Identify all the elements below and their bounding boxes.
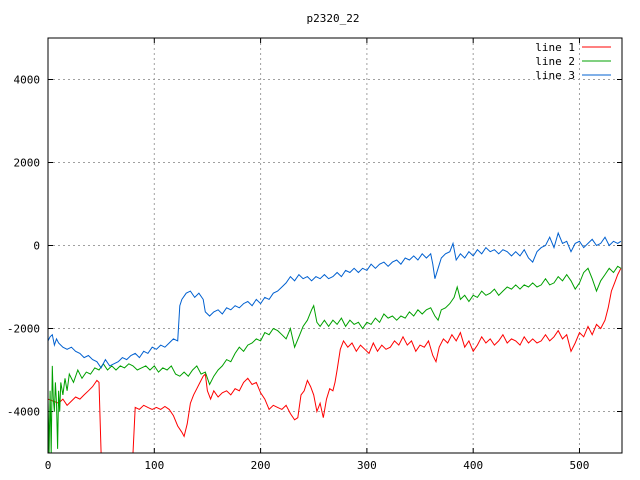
legend-label: line 1: [535, 41, 575, 54]
y-tick-label: -2000: [7, 323, 40, 336]
x-tick-label: 200: [251, 459, 271, 472]
series-line-1: [48, 268, 622, 453]
series-line-3: [48, 231, 622, 369]
series-line-2: [48, 265, 622, 453]
axis-ticks: 0 100 200 300 400 500 -4000 -2000 0 2000 4000: [7, 38, 622, 472]
y-tick-label: 2000: [14, 157, 41, 170]
x-tick-label: 0: [45, 459, 52, 472]
grid: [48, 38, 622, 453]
plot-frame: [47, 37, 623, 454]
x-tick-label: 300: [357, 459, 377, 472]
y-tick-label: -4000: [7, 406, 40, 419]
x-tick-label: 100: [144, 459, 164, 472]
y-tick-label: 4000: [14, 74, 41, 87]
legend-label: line 2: [535, 55, 575, 68]
x-tick-label: 500: [570, 459, 590, 472]
y-tick-label: 0: [33, 240, 40, 253]
series-lines: [48, 231, 622, 453]
x-tick-label: 400: [463, 459, 483, 472]
chart-title: p2320_22: [307, 12, 360, 25]
legend-label: line 3: [535, 69, 575, 82]
